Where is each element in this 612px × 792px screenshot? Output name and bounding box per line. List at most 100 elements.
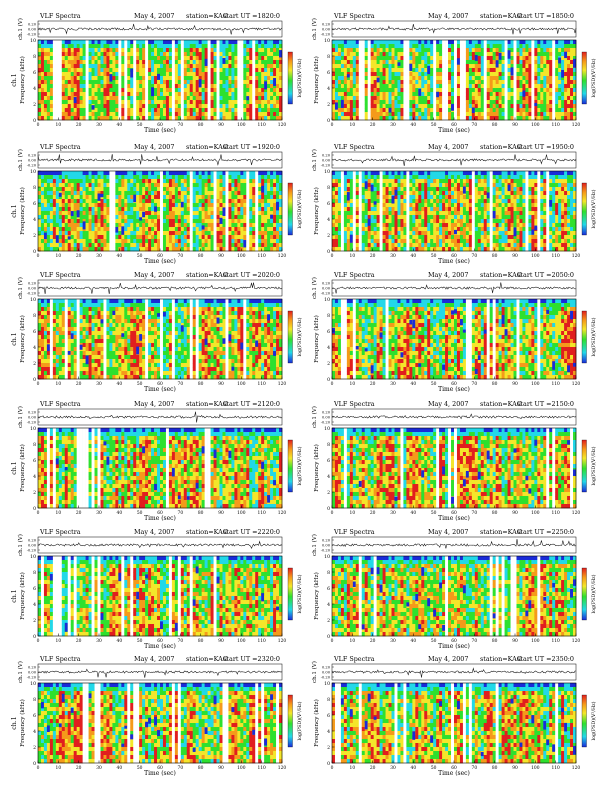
spectrogram-cell xyxy=(199,56,202,60)
spectrogram-cell xyxy=(106,72,109,76)
spectrogram-cell xyxy=(389,48,392,52)
spectrogram-cell xyxy=(154,44,157,48)
spectrogram-cell xyxy=(448,76,451,80)
spectrogram-cell xyxy=(151,60,154,64)
spectrogram-cell xyxy=(77,104,80,108)
spectrogram-cell xyxy=(184,108,187,112)
spectrogram-cell xyxy=(169,44,172,48)
spectrogram-cell xyxy=(190,60,193,64)
spectrogram-cell xyxy=(392,92,395,96)
spectrogram-cell xyxy=(106,92,109,96)
spectrogram-cell xyxy=(344,116,347,120)
spectrogram-cell xyxy=(151,76,154,80)
spectrogram-cell xyxy=(409,96,412,100)
spectrogram-cell xyxy=(220,100,223,104)
spectrogram-cell xyxy=(103,116,106,120)
spectrogram-cell xyxy=(95,108,98,112)
spectrogram-cell xyxy=(47,48,50,52)
low-power-patch xyxy=(499,53,502,60)
spectrogram-cell xyxy=(427,52,430,56)
spectrogram-cell xyxy=(106,60,109,64)
spectrogram-cell xyxy=(493,96,496,100)
spectrogram-cell xyxy=(160,100,163,104)
spectrogram-cell xyxy=(92,72,95,76)
spectrogram-cell xyxy=(418,116,421,120)
spectrogram-cell xyxy=(400,64,403,68)
spectrogram-cell xyxy=(258,64,261,68)
spectrogram-cell xyxy=(50,76,53,80)
spectrogram-cell xyxy=(267,104,270,108)
spectrogram-cell xyxy=(115,108,118,112)
spectrogram-cell xyxy=(130,112,133,116)
spectrogram-cell xyxy=(163,108,166,112)
spectrogram-cell xyxy=(469,44,472,48)
spectrogram-cell xyxy=(350,116,353,120)
spectrogram-cell xyxy=(127,112,130,116)
spectrogram-cell xyxy=(74,72,77,76)
spectrogram-cell xyxy=(68,116,71,120)
spectrogram-cell xyxy=(487,104,490,108)
spectrogram-cell xyxy=(350,52,353,56)
spectrogram-cell xyxy=(508,116,511,120)
spectrogram-cell xyxy=(109,48,112,52)
spectrogram-cell xyxy=(214,104,217,108)
spectrogram-cell xyxy=(371,104,374,108)
spectrogram-cell xyxy=(196,112,199,116)
spectrogram-cell xyxy=(424,60,427,64)
spectrogram-cell xyxy=(451,52,454,56)
spectrogram-cell xyxy=(243,96,246,100)
spectrogram-cell xyxy=(234,48,237,52)
spectrogram-cell xyxy=(74,104,77,108)
spectrogram-cell xyxy=(511,84,514,88)
spectrogram-cell xyxy=(175,80,178,84)
spectrogram-cell xyxy=(163,68,166,72)
spectrogram-cell xyxy=(421,68,424,72)
spectrogram-cell xyxy=(487,88,490,92)
spectrogram-cell xyxy=(231,92,234,96)
spectrogram-cell xyxy=(62,80,65,84)
spectrogram-cell xyxy=(397,76,400,80)
spectrogram-cell xyxy=(106,40,109,44)
spectrogram-cell xyxy=(222,92,225,96)
spectrogram-cell xyxy=(508,44,511,48)
spectrogram-cell xyxy=(196,72,199,76)
spectrogram-cell xyxy=(178,96,181,100)
spectrogram-cell xyxy=(493,100,496,104)
spectrogram-cell xyxy=(371,44,374,48)
spectrogram-cell xyxy=(175,68,178,72)
spectrogram-cell xyxy=(335,44,338,48)
spectrogram-cell xyxy=(392,96,395,100)
spectrogram-cell xyxy=(142,104,145,108)
spectrogram-cell xyxy=(457,88,460,92)
spectrogram-cell xyxy=(439,64,442,68)
spectrogram-cell xyxy=(199,44,202,48)
spectrogram-cell xyxy=(338,100,341,104)
spectrogram-cell xyxy=(255,104,258,108)
spectrogram-cell xyxy=(163,92,166,96)
spectrogram-cell xyxy=(273,52,276,56)
spectrogram-cell xyxy=(335,112,338,116)
spectrogram-cell xyxy=(95,52,98,56)
spectrogram-cell xyxy=(249,112,252,116)
spectrogram-cell xyxy=(214,100,217,104)
spectrogram-cell xyxy=(264,96,267,100)
spectrogram-cell xyxy=(47,80,50,84)
spectrogram-cell xyxy=(100,96,103,100)
spectrogram-cell xyxy=(228,48,231,52)
spectrogram-cell xyxy=(457,116,460,120)
spectrogram-cell xyxy=(41,104,44,108)
spectrogram-cell xyxy=(508,84,511,88)
spectrogram-cell xyxy=(412,68,415,72)
spectrogram-cell xyxy=(112,76,115,80)
spectrogram-cell xyxy=(508,68,511,72)
spectrogram-cell xyxy=(142,116,145,120)
spectrogram-cell xyxy=(214,76,217,80)
spectrogram-cell xyxy=(392,84,395,88)
spectrogram-cell xyxy=(499,40,502,44)
spectrogram-cell xyxy=(427,40,430,44)
spectrogram-cell xyxy=(154,88,157,92)
spectrogram-cell xyxy=(44,48,47,52)
spectrogram-cell xyxy=(178,56,181,60)
spectrogram-cell xyxy=(38,100,41,104)
spectrogram-cell xyxy=(100,116,103,120)
